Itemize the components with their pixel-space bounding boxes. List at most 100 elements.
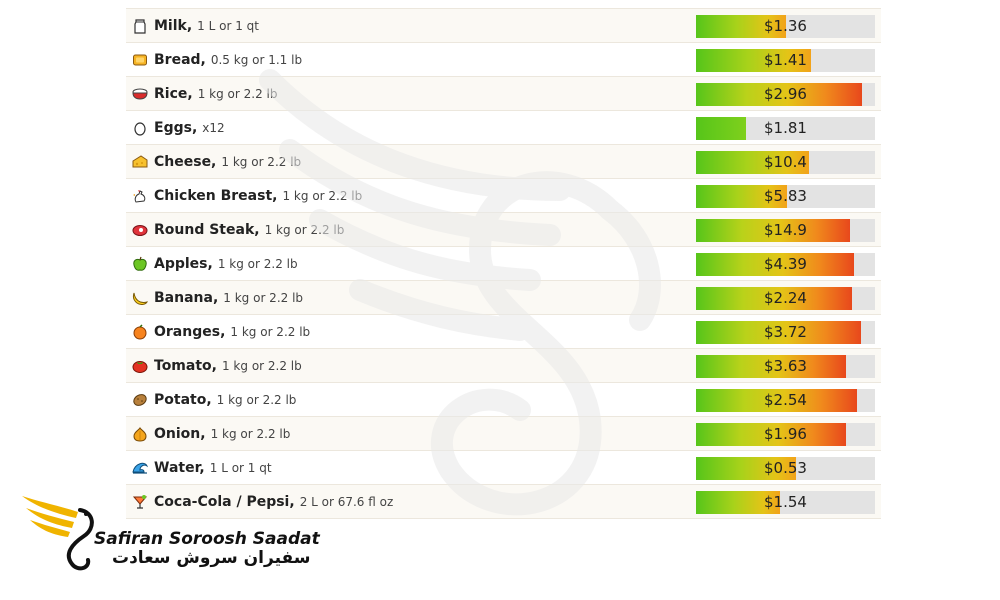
table-row: Milk, 1 L or 1 qt $1.36 (126, 9, 881, 43)
price-bar-track: $1.36 (696, 15, 875, 38)
price-value: $1.96 (764, 425, 807, 443)
item-cell: Rice, 1 kg or 2.2 lb (132, 77, 277, 111)
price-value: $3.63 (764, 357, 807, 375)
item-cell: Oranges, 1 kg or 2.2 lb (132, 315, 310, 349)
table-row: Eggs, x12 $1.81 (126, 111, 881, 145)
price-bar-fill (696, 321, 861, 344)
price-bar-fill (696, 355, 847, 378)
cocktail-icon (132, 494, 148, 510)
item-cell: Water, 1 L or 1 qt (132, 451, 272, 485)
table-row: Oranges, 1 kg or 2.2 lb $3.72 (126, 315, 881, 349)
price-value: $1.81 (764, 119, 807, 137)
table-row: Onion, 1 kg or 2.2 lb $1.96 (126, 417, 881, 451)
swan-wing-icon (22, 496, 94, 571)
item-name: Coca-Cola / Pepsi, (154, 494, 295, 510)
price-bar-track: $4.39 (696, 253, 875, 276)
item-cell: Onion, 1 kg or 2.2 lb (132, 417, 290, 451)
item-unit: x12 (202, 121, 225, 135)
item-unit: 1 kg or 2.2 lb (210, 427, 291, 441)
table-row: Potato, 1 kg or 2.2 lb $2.54 (126, 383, 881, 417)
item-name: Bread, (154, 52, 206, 68)
item-unit: 1 kg or 2.2 lb (217, 257, 298, 271)
item-cell: Bread, 0.5 kg or 1.1 lb (132, 43, 302, 77)
price-value: $3.72 (764, 323, 807, 341)
price-bar-track: $2.96 (696, 83, 875, 106)
table-row: Tomato, 1 kg or 2.2 lb $3.63 (126, 349, 881, 383)
price-bar-fill (696, 49, 811, 72)
item-unit: 1 kg or 2.2 lb (264, 223, 345, 237)
chicken-icon (132, 188, 148, 204)
item-cell: Cheese, 1 kg or 2.2 lb (132, 145, 301, 179)
banana-icon (132, 290, 148, 306)
price-value: $1.36 (764, 17, 807, 35)
table-row: Water, 1 L or 1 qt $0.53 (126, 451, 881, 485)
item-unit: 1 kg or 2.2 lb (216, 393, 297, 407)
price-value: $2.96 (764, 85, 807, 103)
price-value: $2.54 (764, 391, 807, 409)
price-bar-fill (696, 253, 854, 276)
orange-icon (132, 324, 148, 340)
item-name: Banana, (154, 290, 219, 306)
price-bar-track: $3.63 (696, 355, 875, 378)
apple-icon (132, 256, 148, 272)
item-unit: 1 kg or 2.2 lb (230, 325, 311, 339)
water-icon (132, 460, 148, 476)
price-bar-fill (696, 15, 786, 38)
price-value: $5.83 (764, 187, 807, 205)
steak-icon (132, 222, 148, 238)
brand-logo: Safiran Soroosh Saadat سفیران سروش سعادت (20, 492, 320, 582)
brand-name-en: Safiran Soroosh Saadat (94, 529, 320, 549)
price-bar-track: $1.96 (696, 423, 875, 446)
price-bar-fill (696, 219, 850, 242)
rice-icon (132, 86, 148, 102)
item-name: Water, (154, 460, 205, 476)
cheese-icon (132, 154, 148, 170)
price-bar-track: $2.54 (696, 389, 875, 412)
tomato-icon (132, 358, 148, 374)
item-cell: Tomato, 1 kg or 2.2 lb (132, 349, 302, 383)
item-unit: 1 kg or 2.2 lb (221, 359, 302, 373)
item-cell: Milk, 1 L or 1 qt (132, 9, 259, 43)
price-value: $0.53 (764, 459, 807, 477)
price-bar-fill (696, 117, 747, 140)
price-bar-track: $1.41 (696, 49, 875, 72)
price-bar-track: $1.81 (696, 117, 875, 140)
item-name: Oranges, (154, 324, 226, 340)
onion-icon (132, 426, 148, 442)
price-bar-fill (696, 287, 852, 310)
milk-icon (132, 18, 148, 34)
price-bar-track: $5.83 (696, 185, 875, 208)
price-bar-track: $3.72 (696, 321, 875, 344)
item-name: Cheese, (154, 154, 217, 170)
item-name: Onion, (154, 426, 206, 442)
item-name: Milk, (154, 18, 193, 34)
item-name: Potato, (154, 392, 212, 408)
price-bar-fill (696, 83, 863, 106)
price-value: $2.24 (764, 289, 807, 307)
item-cell: Eggs, x12 (132, 111, 225, 145)
table-row: Cheese, 1 kg or 2.2 lb $10.4 (126, 145, 881, 179)
table-row: Banana, 1 kg or 2.2 lb $2.24 (126, 281, 881, 315)
item-cell: Round Steak, 1 kg or 2.2 lb (132, 213, 344, 247)
price-bar-track: $2.24 (696, 287, 875, 310)
item-unit: 1 L or 1 qt (209, 461, 272, 475)
item-unit: 0.5 kg or 1.1 lb (210, 53, 303, 67)
egg-icon (132, 120, 148, 136)
potato-icon (132, 392, 148, 408)
price-value: $10.4 (764, 153, 807, 171)
price-bar-fill (696, 423, 847, 446)
item-cell: Coca-Cola / Pepsi, 2 L or 67.6 fl oz (132, 485, 393, 519)
item-name: Eggs, (154, 120, 198, 136)
price-bar-fill (696, 151, 809, 174)
item-name: Rice, (154, 86, 193, 102)
price-bar-fill (696, 185, 788, 208)
price-bar-track: $10.4 (696, 151, 875, 174)
item-cell: Potato, 1 kg or 2.2 lb (132, 383, 296, 417)
item-unit: 1 kg or 2.2 lb (197, 87, 278, 101)
item-name: Round Steak, (154, 222, 260, 238)
price-bar-fill (696, 457, 797, 480)
brand-name-fa: سفیران سروش سعادت (112, 548, 311, 568)
item-unit: 1 kg or 2.2 lb (221, 155, 302, 169)
item-unit: 1 kg or 2.2 lb (223, 291, 304, 305)
price-value: $14.9 (764, 221, 807, 239)
